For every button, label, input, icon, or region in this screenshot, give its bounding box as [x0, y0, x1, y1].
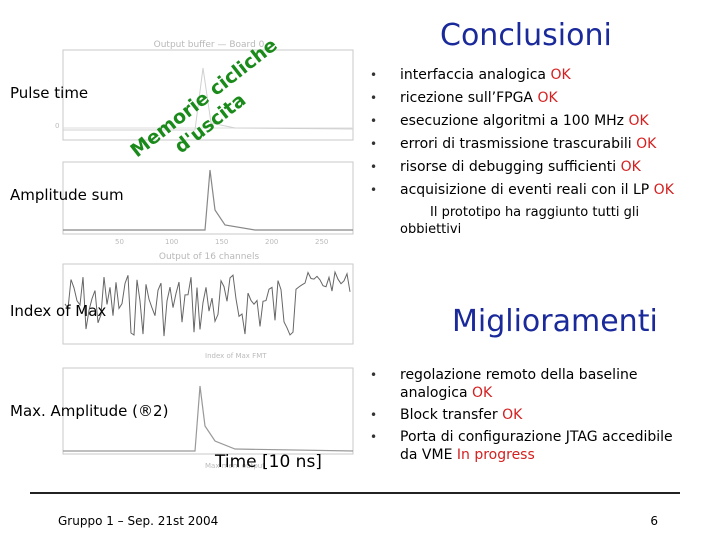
- list-item: • interfaccia analogica OK: [370, 66, 700, 84]
- item-text: ricezione sull’FPGA: [400, 90, 538, 106]
- svg-text:150: 150: [215, 238, 228, 246]
- plot-amplitude-sum: 50 100 150 200 250: [55, 160, 363, 260]
- svg-text:50: 50: [115, 238, 124, 246]
- time-axis-label: Time [10 ns]: [215, 452, 322, 472]
- index-of-max-label: Index of Max: [10, 302, 107, 320]
- status-text: OK: [636, 136, 657, 152]
- list-item: • Block transfer OK: [370, 406, 690, 424]
- list-item: • regolazione remoto della baseline analo…: [370, 366, 690, 402]
- list-item: • errori di trasmissione trascurabili OK: [370, 135, 700, 153]
- page-number: 6: [650, 514, 658, 528]
- item-text: Block transfer: [400, 407, 503, 423]
- status-text: OK: [653, 182, 674, 198]
- max-amplitude-label: Max. Amplitude (®2): [10, 402, 169, 420]
- item-text: acquisizione di eventi reali con il LP: [400, 182, 654, 198]
- plot-index-of-max: Output of 16 channels Index of Max FMT: [55, 252, 363, 362]
- list-item: • Porta di configurazione JTAG accedibile…: [370, 428, 690, 464]
- item-text: risorse di debugging sufficienti: [400, 159, 621, 175]
- svg-text:200: 200: [265, 238, 278, 246]
- bullet-icon: •: [370, 137, 378, 151]
- plot-title: Output of 16 channels: [158, 252, 260, 262]
- conclusion-note: Il prototipo ha raggiunto tutti gli obbi…: [400, 205, 640, 237]
- plot-pulse-time: Output buffer — Board 0 4 0: [55, 38, 363, 158]
- item-text: Porta di configurazione JTAG accedibile …: [400, 429, 673, 463]
- bullet-icon: •: [370, 91, 378, 105]
- plot-title: Index of Max FMT: [205, 352, 267, 360]
- improvements-list: • regolazione remoto della baseline analo…: [370, 366, 690, 468]
- item-text: esecuzione algoritmi a 100 MHz: [400, 113, 629, 129]
- svg-text:100: 100: [165, 238, 178, 246]
- status-text: OK: [502, 407, 523, 423]
- bullet-icon: •: [370, 183, 378, 197]
- footer-divider: [30, 492, 680, 494]
- status-text: In progress: [456, 447, 535, 463]
- item-text: errori di trasmissione trascurabili: [400, 136, 637, 152]
- bullet-icon: •: [370, 368, 378, 382]
- status-text: OK: [628, 113, 649, 129]
- pulse-time-label: Pulse time: [10, 84, 89, 102]
- svg-text:0: 0: [55, 122, 59, 130]
- item-text: interfaccia analogica: [400, 67, 551, 83]
- bullet-icon: •: [370, 430, 378, 444]
- plot-title: Max mem output: [205, 462, 265, 470]
- bullet-icon: •: [370, 408, 378, 422]
- status-text: OK: [537, 90, 558, 106]
- bullet-icon: •: [370, 114, 378, 128]
- list-item: • risorse di debugging sufficienti OK: [370, 158, 700, 176]
- bullet-icon: •: [370, 68, 378, 82]
- amplitude-sum-label: Amplitude sum: [10, 186, 124, 204]
- improvements-title: Miglioramenti: [452, 304, 658, 339]
- slide-title: Conclusioni: [440, 18, 612, 53]
- list-item: • ricezione sull’FPGA OK: [370, 89, 700, 107]
- plot-max-amplitude: Max mem output: [55, 366, 363, 476]
- plot-title: Output buffer — Board 0: [153, 40, 265, 50]
- conclusions-list: • interfaccia analogica OK • ricezione sull…: [370, 66, 700, 204]
- status-text: OK: [550, 67, 571, 83]
- svg-text:250: 250: [315, 238, 328, 246]
- list-item: • esecuzione algoritmi a 100 MHz OK: [370, 112, 700, 130]
- footer-text: Gruppo 1 – Sep. 21st 2004: [58, 514, 219, 528]
- list-item: • acquisizione di eventi reali con il LP …: [370, 181, 700, 199]
- item-text: regolazione remoto della baseline analog…: [400, 367, 638, 401]
- status-text: OK: [620, 159, 641, 175]
- status-text: OK: [472, 385, 493, 401]
- svg-text:4: 4: [55, 92, 60, 100]
- bullet-icon: •: [370, 160, 378, 174]
